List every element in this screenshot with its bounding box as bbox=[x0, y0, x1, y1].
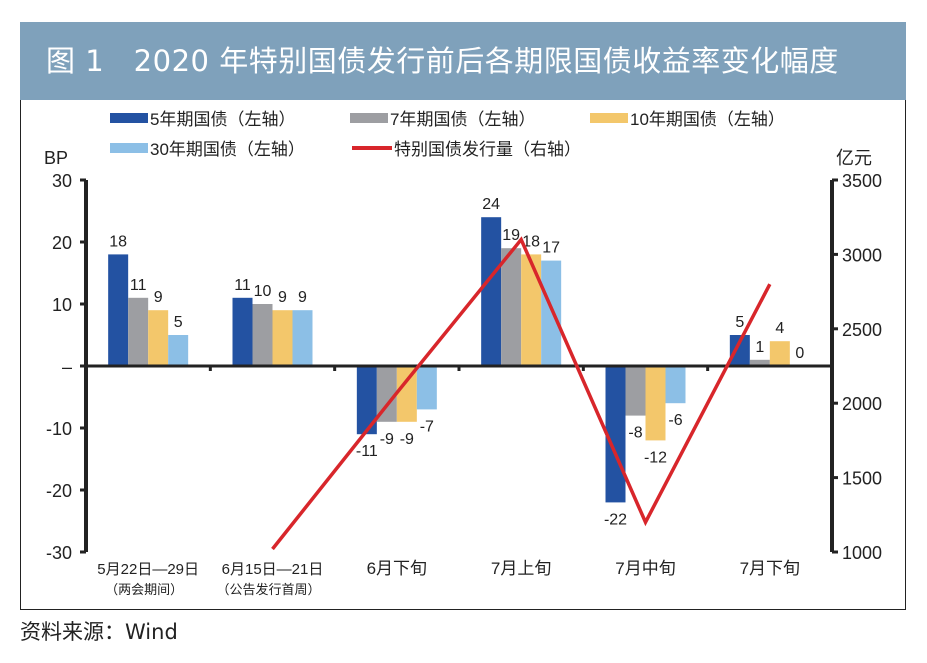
data-label: 5 bbox=[735, 314, 744, 331]
y-tick-label-right: 3000 bbox=[842, 245, 882, 265]
data-label: 11 bbox=[234, 277, 251, 294]
bar bbox=[541, 260, 562, 366]
right-axis-label: 亿元 bbox=[836, 148, 872, 168]
data-label: 1 bbox=[755, 339, 764, 356]
y-tick-label-left: – bbox=[62, 357, 72, 377]
bar bbox=[645, 366, 666, 441]
bar bbox=[292, 310, 313, 366]
bar bbox=[521, 254, 542, 366]
bar bbox=[396, 366, 417, 422]
bar bbox=[128, 297, 149, 366]
bar bbox=[665, 366, 686, 404]
y-tick-label-right: 1500 bbox=[842, 469, 882, 489]
bar bbox=[481, 217, 502, 366]
bar bbox=[232, 297, 253, 366]
legend-swatch bbox=[350, 113, 388, 123]
x-tick-sublabel: （公告发行首周） bbox=[216, 582, 320, 597]
legend: 5年期国债（左轴） 7年期国债（左轴） 10年期国债（左轴） 30年期国债（左轴） 特别… bbox=[110, 110, 785, 159]
y-tick-label-left: -30 bbox=[46, 543, 72, 563]
bar bbox=[376, 366, 397, 422]
data-label: -7 bbox=[420, 418, 434, 435]
data-label: -9 bbox=[380, 431, 394, 448]
data-label: 0 bbox=[795, 345, 804, 362]
bar bbox=[729, 335, 750, 366]
data-label: 11 bbox=[130, 277, 147, 294]
x-tick-sublabel: （两会期间） bbox=[105, 582, 183, 597]
bar bbox=[769, 341, 790, 366]
y-tick-label-left: -20 bbox=[46, 481, 72, 501]
x-tick-label: 7月下旬 bbox=[740, 559, 800, 578]
data-label: 9 bbox=[278, 289, 287, 306]
data-label: 17 bbox=[542, 240, 560, 257]
bar bbox=[356, 366, 377, 435]
data-label: 9 bbox=[298, 289, 307, 306]
x-tick-label: 5月22日—29日 bbox=[97, 561, 199, 578]
data-label: -11 bbox=[356, 443, 378, 460]
source-note: 资料来源：Wind bbox=[20, 620, 178, 644]
chart-title: 图 1 2020 年特别国债发行前后各期限国债收益率变化幅度 bbox=[20, 22, 906, 100]
legend-label: 10年期国债（左轴） bbox=[630, 110, 785, 129]
bar bbox=[501, 248, 522, 366]
y-tick-label-right: 3500 bbox=[842, 171, 882, 191]
data-label: 10 bbox=[254, 283, 272, 300]
x-tick-label: 6月15日—21日 bbox=[222, 561, 324, 578]
axes: 302010–-10-20-30350030002500200015001000… bbox=[46, 171, 882, 597]
bar bbox=[148, 310, 169, 366]
data-label: 19 bbox=[502, 227, 520, 244]
bar bbox=[168, 335, 189, 366]
bar bbox=[625, 366, 646, 416]
legend-label: 5年期国债（左轴） bbox=[150, 110, 295, 129]
data-label: 5 bbox=[174, 314, 183, 331]
legend-swatch bbox=[110, 113, 148, 123]
y-tick-label-left: 20 bbox=[52, 233, 72, 253]
data-label: -8 bbox=[628, 425, 642, 442]
legend-swatch bbox=[110, 143, 148, 153]
bar bbox=[252, 304, 273, 366]
legend-swatch bbox=[590, 113, 628, 123]
bar bbox=[416, 366, 437, 410]
y-tick-label-left: -10 bbox=[46, 419, 72, 439]
bar bbox=[108, 254, 129, 366]
data-label: 24 bbox=[482, 196, 500, 213]
legend-label: 30年期国债（左轴） bbox=[150, 140, 305, 159]
data-label: 18 bbox=[522, 233, 540, 250]
data-label: -22 bbox=[604, 511, 627, 528]
y-tick-label-left: 30 bbox=[52, 171, 72, 191]
x-tick-label: 7月上旬 bbox=[491, 559, 551, 578]
data-label: -6 bbox=[668, 412, 682, 429]
x-tick-label: 6月下旬 bbox=[367, 559, 427, 578]
y-tick-label-right: 2500 bbox=[842, 320, 882, 340]
data-label: -9 bbox=[400, 431, 414, 448]
chart-frame bbox=[20, 100, 906, 610]
data-label: -12 bbox=[644, 449, 667, 466]
data-label: 4 bbox=[775, 320, 784, 337]
data-label: 18 bbox=[109, 233, 127, 250]
y-tick-label-right: 2000 bbox=[842, 394, 882, 414]
issuance-line bbox=[271, 236, 772, 551]
legend-label: 特别国债发行量（右轴） bbox=[394, 140, 581, 159]
x-tick-label: 7月中旬 bbox=[615, 559, 675, 578]
left-axis-label: BP bbox=[44, 148, 68, 168]
legend-label: 7年期国债（左轴） bbox=[390, 110, 535, 129]
bar bbox=[272, 310, 293, 366]
bar bbox=[749, 359, 770, 366]
data-label: 9 bbox=[154, 289, 163, 306]
y-tick-label-left: 10 bbox=[52, 295, 72, 315]
y-tick-label-right: 1000 bbox=[842, 543, 882, 563]
